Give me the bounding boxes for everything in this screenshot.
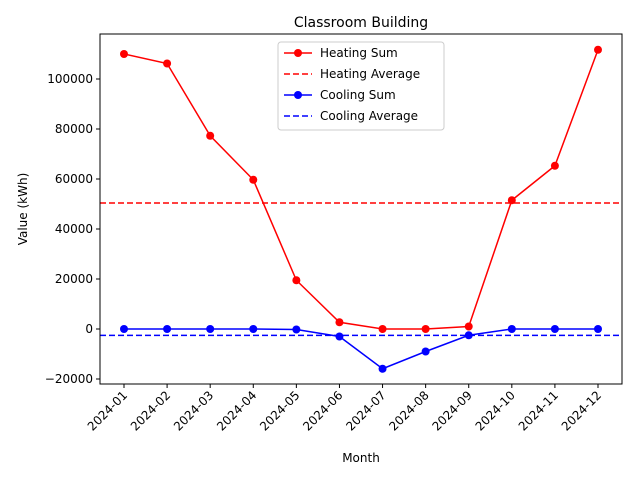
- data-point-0-2: [206, 131, 215, 140]
- x-tick-label-2: 2024-03: [171, 388, 216, 433]
- plot-marks: [100, 45, 622, 373]
- data-point-1-7: [421, 347, 430, 356]
- data-point-1-11: [594, 325, 602, 333]
- x-tick-label-3: 2024-04: [214, 388, 259, 433]
- legend-label-3: Cooling Average: [320, 109, 418, 123]
- x-tick-label-7: 2024-08: [386, 388, 431, 433]
- x-tick-label-6: 2024-07: [343, 388, 388, 433]
- legend-label-2: Cooling Sum: [320, 88, 396, 102]
- data-point-1-8: [464, 331, 473, 340]
- chart-title: Classroom Building: [294, 15, 428, 31]
- legend-marker-0: [294, 49, 302, 57]
- data-point-0-10: [550, 161, 559, 170]
- data-point-1-3: [249, 325, 258, 333]
- x-axis-label: Month: [342, 451, 380, 465]
- data-point-1-0: [120, 325, 128, 333]
- data-point-1-10: [550, 325, 559, 333]
- data-point-1-9: [507, 325, 516, 333]
- y-tick-label-4: 60000: [55, 172, 93, 186]
- y-axis-label: Value (kWh): [16, 173, 30, 246]
- data-point-0-0: [120, 50, 128, 58]
- data-point-0-11: [594, 45, 602, 54]
- x-tick-label-11: 2024-12: [559, 388, 604, 433]
- data-point-0-4: [292, 276, 301, 285]
- legend-box: [277, 41, 445, 131]
- y-tick-label-1: 0: [85, 322, 93, 336]
- y-tick-label-6: 100000: [47, 72, 93, 86]
- x-tick-label-10: 2024-11: [516, 388, 561, 433]
- data-point-1-4: [292, 325, 301, 334]
- y-tick-label-5: 80000: [55, 122, 93, 136]
- data-point-0-9: [507, 196, 516, 205]
- data-point-1-5: [335, 332, 344, 341]
- y-tick-label-3: 40000: [55, 222, 93, 236]
- x-tick-label-4: 2024-05: [257, 388, 302, 433]
- data-point-1-1: [163, 325, 172, 333]
- data-point-0-8: [464, 322, 473, 331]
- data-point-0-6: [378, 325, 387, 333]
- series-line-0: [123, 49, 599, 330]
- plot-frame: [99, 33, 623, 385]
- x-tick-label-8: 2024-09: [429, 388, 474, 433]
- x-tick-label-1: 2024-02: [128, 388, 173, 433]
- series-line-1: [124, 328, 598, 370]
- x-tick-label-9: 2024-10: [473, 388, 518, 433]
- x-tick-label-5: 2024-06: [300, 388, 345, 433]
- legend: Heating Sum Heating Average Cooling Sum Coo…: [277, 41, 445, 131]
- y-tick-label-0: −20000: [45, 372, 93, 386]
- data-point-1-2: [206, 325, 215, 333]
- data-point-0-5: [335, 318, 344, 327]
- legend-label-0: Heating Sum: [320, 46, 398, 60]
- data-point-0-7: [421, 325, 430, 333]
- data-point-1-6: [378, 364, 387, 373]
- data-point-0-1: [163, 59, 172, 68]
- x-tick-label-0: 2024-01: [85, 388, 130, 433]
- y-tick-label-2: 20000: [55, 272, 93, 286]
- data-point-0-3: [249, 175, 258, 184]
- legend-label-1: Heating Average: [320, 67, 420, 81]
- legend-marker-2: [294, 91, 302, 99]
